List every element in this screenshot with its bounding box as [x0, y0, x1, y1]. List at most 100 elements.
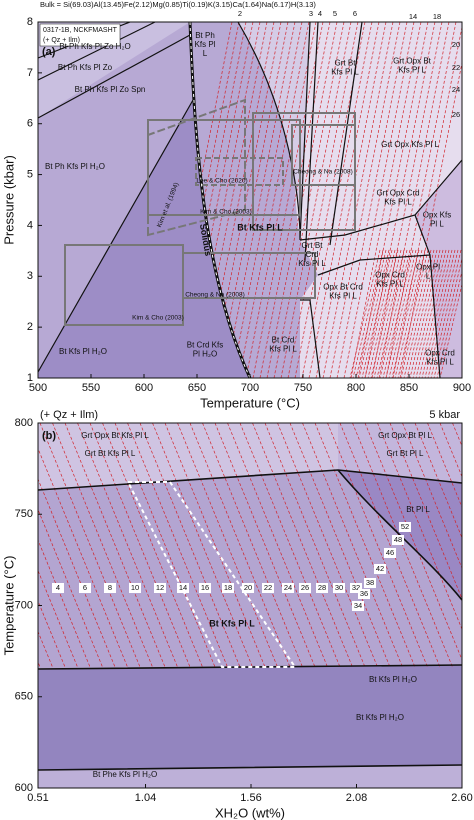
- isopleth: [371, 22, 443, 378]
- field-label: Bt Kfs Pl H₂O: [369, 675, 417, 684]
- isopleth-label: 34: [354, 601, 362, 610]
- isopleth-label: 26: [452, 110, 460, 119]
- isopleth: [302, 423, 403, 667]
- isopleth: [239, 423, 341, 667]
- field-label: Bt Kfs Pl H₂O: [356, 713, 404, 722]
- isopleth-label: 12: [156, 583, 164, 592]
- isopleth-label-box: [262, 583, 274, 593]
- isopleth-label-box: [154, 583, 166, 593]
- y-tick-label: 4: [27, 219, 33, 231]
- field-label: Bt Ph: [195, 31, 215, 40]
- x-tick-label: 600: [135, 382, 153, 394]
- isopleth-label-box: [352, 601, 364, 611]
- study-label: Cheong & Na (2008): [185, 292, 245, 299]
- isopleth: [252, 22, 324, 378]
- isopleth: [277, 423, 378, 667]
- x-tick-label: 750: [294, 382, 312, 394]
- isopleth: [114, 423, 216, 667]
- isopleth: [400, 249, 432, 378]
- isopleth: [418, 249, 450, 378]
- field-label: Grt Opx Bt: [393, 57, 432, 66]
- field-label: Kfs Pl L: [426, 358, 454, 367]
- isopleth: [427, 249, 459, 378]
- isopleth: [377, 423, 462, 631]
- y-tick-label: 8: [27, 16, 33, 28]
- field-label: Kfs Pl L: [269, 345, 297, 354]
- isopleth: [38, 508, 103, 667]
- field-label: Kfs Pl L: [384, 198, 412, 207]
- field-label: Kfs Pl L: [331, 68, 359, 77]
- x-axis-label: XH₂O (wt%): [215, 805, 285, 820]
- y-tick-label: 700: [15, 599, 33, 611]
- x-tick-label: 2.08: [346, 792, 367, 804]
- isopleth: [77, 423, 178, 667]
- isopleth: [403, 249, 435, 378]
- isopleth-label-box: [129, 583, 141, 593]
- isopleth: [367, 249, 399, 378]
- isopleth-label: 3: [309, 9, 313, 18]
- isopleth: [322, 22, 394, 378]
- isopleth-label-box: [333, 583, 345, 593]
- isopleth: [358, 249, 390, 378]
- y-tick-label: 7: [27, 67, 33, 79]
- isopleth-label: 24: [284, 583, 292, 592]
- isopleth: [350, 22, 422, 378]
- isopleth: [370, 249, 402, 378]
- isopleth-label: 8: [108, 583, 112, 592]
- field-label: Grt Bt: [302, 241, 324, 250]
- isopleth-label: 14: [409, 12, 417, 21]
- isopleth: [102, 423, 203, 667]
- isopleth-label: 46: [386, 548, 394, 557]
- field-label: Bt Ph Kfs Pl Zo: [58, 63, 113, 72]
- field-label: Grt Bt: [335, 59, 357, 68]
- isopleth-label: 38: [366, 578, 374, 587]
- x-tick-label: 850: [400, 382, 418, 394]
- field-label: Pl L: [430, 220, 444, 229]
- y-axis-label: Pressure (kbar): [1, 155, 16, 245]
- field-label: Opx Crd: [425, 349, 455, 358]
- isopleth-label: 6: [353, 9, 357, 18]
- isopleth: [409, 249, 441, 378]
- x-tick-label: 500: [29, 382, 47, 394]
- field-fill: [38, 423, 338, 490]
- isopleth: [127, 423, 228, 667]
- isopleth: [402, 423, 462, 570]
- sample-box-line: (+ Qz + Ilm): [43, 37, 80, 44]
- x-tick-label: 700: [241, 382, 259, 394]
- isopleth: [273, 22, 345, 378]
- field-label: Opx Bt Crd: [323, 283, 363, 292]
- isopleth-label: 10: [131, 583, 139, 592]
- isopleth-label: 52: [401, 522, 409, 531]
- field-label: Grt Opx Bt Kfs Pl L: [81, 431, 149, 440]
- field-fill: [338, 423, 462, 483]
- isopleth: [227, 423, 328, 667]
- x-tick-label: 800: [347, 382, 365, 394]
- isopleth-label: 5: [333, 9, 337, 18]
- isopleth-label: 4: [318, 9, 322, 18]
- isopleth: [164, 423, 266, 667]
- isopleth-label-box: [399, 522, 411, 532]
- isopleth: [385, 249, 417, 378]
- isopleth-label: 22: [264, 583, 272, 592]
- isopleth-label-box: [316, 583, 328, 593]
- y-tick-label: 600: [15, 782, 33, 794]
- isopleth: [373, 249, 405, 378]
- field-label: Opx Pl: [416, 263, 440, 272]
- field-label: Bt Phe Kfs Pl H₂O: [93, 770, 157, 779]
- isopleth-label: 14: [179, 583, 187, 592]
- sample-box-line: 0317-1B, NCKFMASHT: [43, 27, 118, 34]
- bulk-composition: Bulk = Si(69.03)Al(13.45)Fe(2.12)Mg(0.85…: [40, 0, 316, 9]
- isopleth: [314, 423, 416, 667]
- isopleth: [39, 423, 141, 667]
- isopleth-label: 18: [224, 583, 232, 592]
- isopleth: [289, 423, 391, 667]
- isopleth-label: 32: [352, 583, 360, 592]
- study-label: Lee & Cho (2020): [196, 178, 247, 185]
- isopleth-label: 6: [83, 583, 87, 592]
- field-label: Grt Bt Kfs Pl L: [85, 449, 136, 458]
- field-label: Grt Opx Bt Pl L: [378, 431, 432, 440]
- x-tick-label: 650: [188, 382, 206, 394]
- isopleth: [224, 22, 296, 378]
- isopleth: [252, 423, 353, 667]
- isopleth: [349, 249, 381, 378]
